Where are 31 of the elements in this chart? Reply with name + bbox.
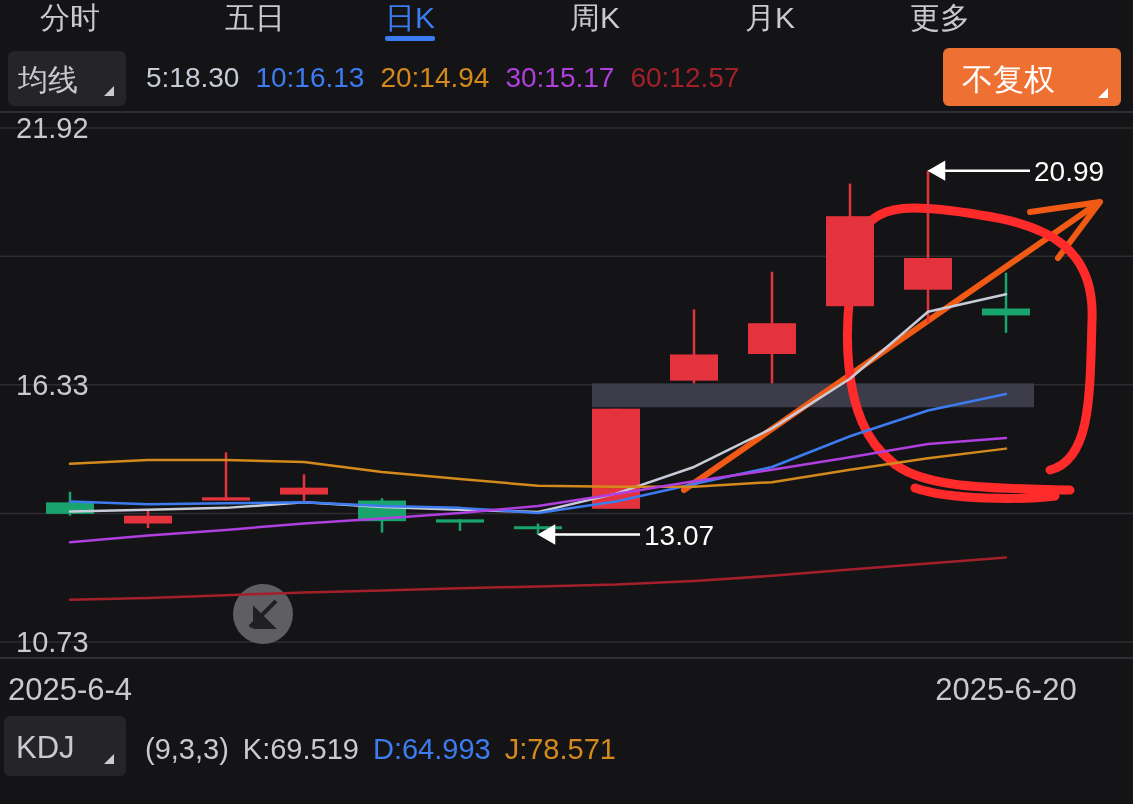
x-tick-label: 2025-6-20 xyxy=(935,672,1077,707)
text: 分时 xyxy=(40,1,100,34)
line-series xyxy=(68,436,1008,544)
text: 不复权 xyxy=(962,62,1055,97)
annotation: 13.07 xyxy=(644,519,715,551)
text: 日K xyxy=(384,1,436,34)
line-series xyxy=(68,556,1008,601)
text: K:69.519 xyxy=(242,733,359,765)
text: 10:16.13 xyxy=(255,62,365,93)
text: KDJ xyxy=(16,730,75,765)
text: J:78.571 xyxy=(504,733,616,765)
text: (9,3,3) xyxy=(145,733,229,765)
line-series xyxy=(68,447,1008,488)
y-tick-label: 21.92 xyxy=(16,112,89,144)
text: 五日 xyxy=(225,1,285,34)
annotation: 20.99 xyxy=(1034,155,1105,187)
x-tick-label: 2025-6-4 xyxy=(7,672,133,707)
text: 60:12.57 xyxy=(630,62,740,93)
text: 均线 xyxy=(17,63,78,96)
text: 更多 xyxy=(910,1,970,34)
text: D:64.993 xyxy=(372,733,491,765)
legend-label: 5:18.30 xyxy=(146,62,240,93)
candlestick xyxy=(202,451,250,502)
text: 20:14.94 xyxy=(380,62,490,93)
text: 月K xyxy=(744,1,796,34)
candlestick xyxy=(280,473,328,503)
text: 30:15.17 xyxy=(505,62,615,93)
text: 周K xyxy=(569,1,621,34)
candlestick xyxy=(124,508,172,530)
y-tick-label: 10.73 xyxy=(16,626,89,658)
y-tick-label: 16.33 xyxy=(16,368,89,401)
